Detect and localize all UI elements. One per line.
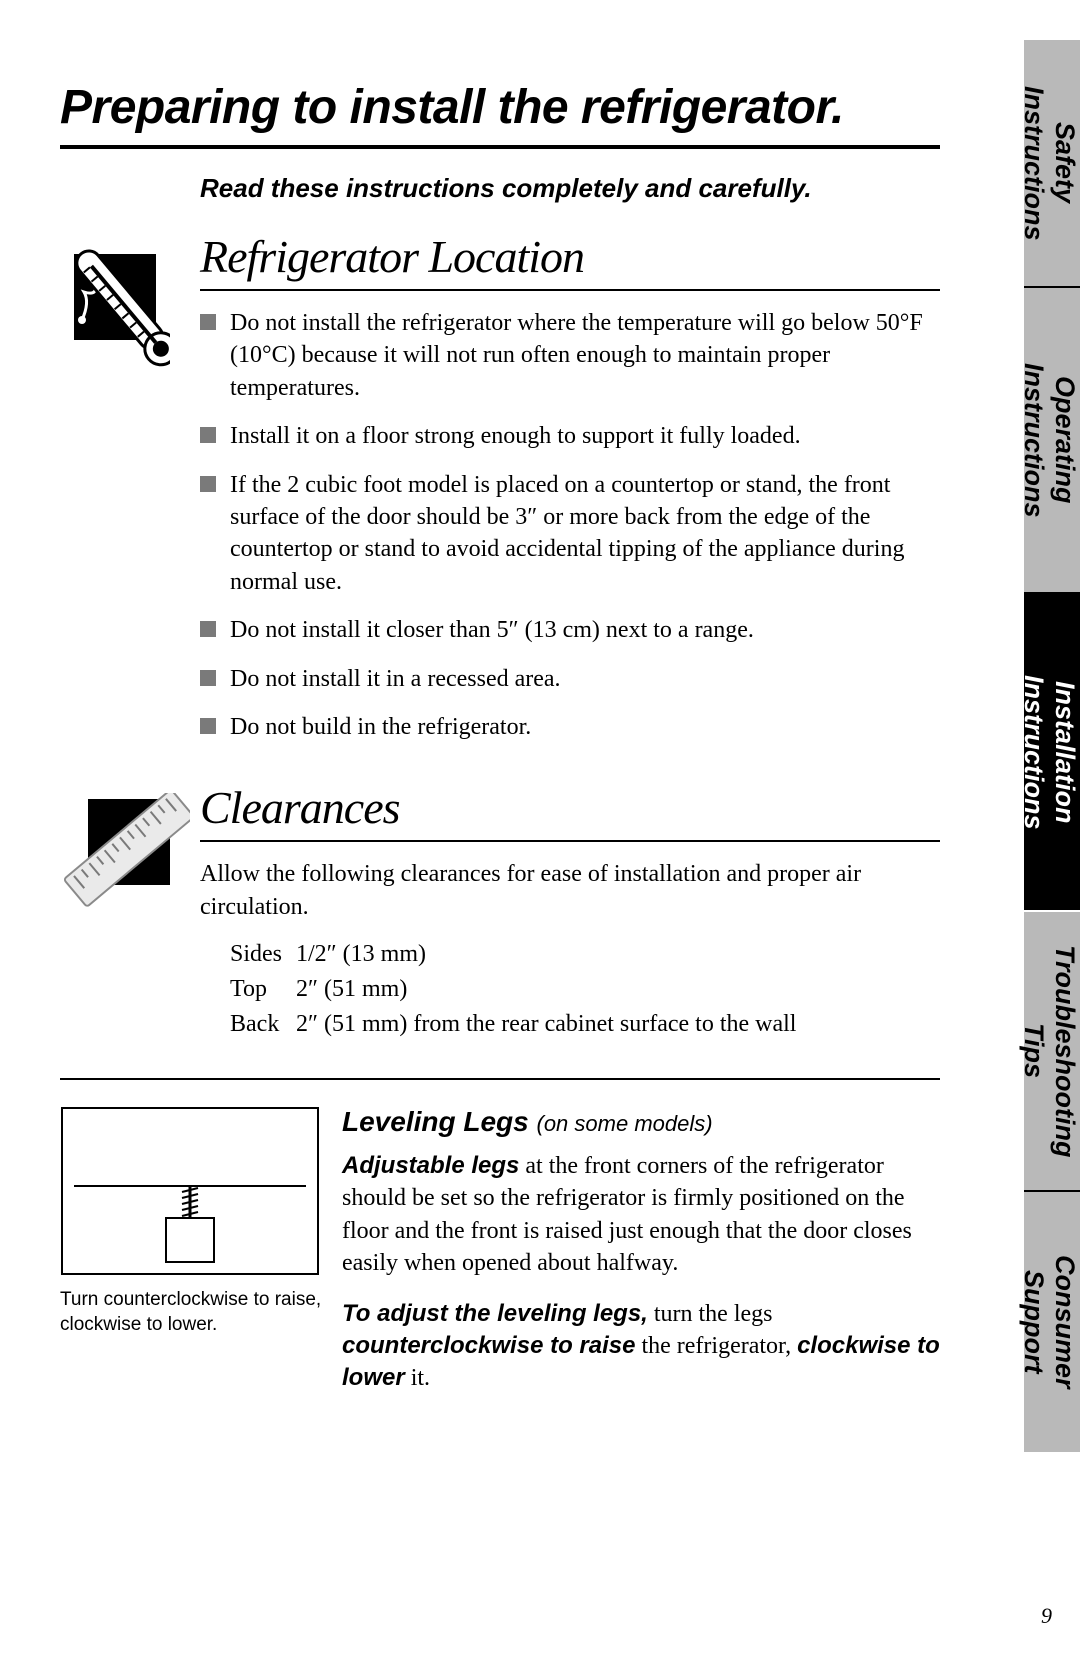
legs-paragraph-2: To adjust the leveling legs, turn the le… [342, 1298, 940, 1395]
body-text: turn the legs [648, 1301, 773, 1327]
clearance-value: 1/2″ (13 mm) [296, 937, 810, 972]
leveling-legs-title: Leveling Legs (on some models) [342, 1106, 940, 1138]
side-tabs: Safety Instructions Operating Instructio… [1024, 40, 1080, 1452]
section-leveling-legs: Turn counterclockwise to raise, clockwis… [60, 1106, 940, 1413]
diagram-caption: Turn counterclockwise to raise, clockwis… [60, 1288, 332, 1337]
section-rule [200, 289, 940, 291]
emphasis: Adjustable legs [342, 1152, 519, 1179]
thermometer-icon [60, 230, 200, 372]
clearance-value: 2″ (51 mm) [296, 972, 810, 1007]
section-clearances: Clearances Allow the following clearance… [60, 781, 940, 1042]
ruler-icon [60, 781, 200, 918]
legs-paragraph-1: Adjustable legs at the front corners of … [342, 1150, 940, 1280]
clearance-label: Back [230, 1007, 296, 1042]
read-instructions-line: Read these instructions completely and c… [200, 173, 940, 204]
bullet-item: Do not install it closer than 5″ (13 cm)… [200, 614, 940, 646]
body-text: it. [405, 1365, 430, 1391]
section-divider [60, 1078, 940, 1080]
clearances-intro: Allow the following clearances for ease … [200, 858, 940, 923]
clearance-label: Sides [230, 937, 296, 972]
page-number: 9 [1041, 1603, 1052, 1629]
bullet-item: Do not build in the refrigerator. [200, 711, 940, 743]
manual-page: Preparing to install the refrigerator. R… [0, 0, 1080, 1669]
title-main: Leveling Legs [342, 1106, 537, 1137]
location-bullets: Do not install the refrigerator where th… [200, 307, 940, 743]
table-row: Back 2″ (51 mm) from the rear cabinet su… [230, 1007, 810, 1042]
content-area: Preparing to install the refrigerator. R… [60, 80, 940, 1413]
tab-troubleshooting-tips[interactable]: Troubleshooting Tips [1024, 912, 1080, 1192]
title-note: (on some models) [537, 1111, 713, 1136]
tab-safety-instructions[interactable]: Safety Instructions [1024, 40, 1080, 288]
section-title-location: Refrigerator Location [200, 230, 940, 283]
page-title: Preparing to install the refrigerator. [60, 80, 940, 135]
tab-operating-instructions[interactable]: Operating Instructions [1024, 288, 1080, 594]
bullet-item: Do not install it in a recessed area. [200, 663, 940, 695]
bullet-item: Install it on a floor strong enough to s… [200, 420, 940, 452]
table-row: Sides 1/2″ (13 mm) [230, 937, 810, 972]
title-rule [60, 145, 940, 149]
clearance-label: Top [230, 972, 296, 1007]
table-row: Top 2″ (51 mm) [230, 972, 810, 1007]
tab-installation-instructions[interactable]: Installation Instructions [1024, 594, 1080, 912]
section-refrigerator-location: Refrigerator Location Do not install the… [60, 230, 940, 759]
leveling-leg-diagram: Turn counterclockwise to raise, clockwis… [60, 1106, 332, 1337]
body-text: the refrigerator, [635, 1333, 797, 1359]
bullet-item: Do not install the refrigerator where th… [200, 307, 940, 404]
bullet-item: If the 2 cubic foot model is placed on a… [200, 469, 940, 599]
section-title-clearances: Clearances [200, 781, 940, 834]
clearance-value: 2″ (51 mm) from the rear cabinet surface… [296, 1007, 810, 1042]
emphasis: counterclockwise to raise [342, 1332, 635, 1359]
emphasis: To adjust the leveling legs, [342, 1300, 648, 1327]
clearances-table: Sides 1/2″ (13 mm) Top 2″ (51 mm) Back 2… [230, 937, 810, 1042]
section-rule [200, 840, 940, 842]
tab-consumer-support[interactable]: Consumer Support [1024, 1192, 1080, 1452]
